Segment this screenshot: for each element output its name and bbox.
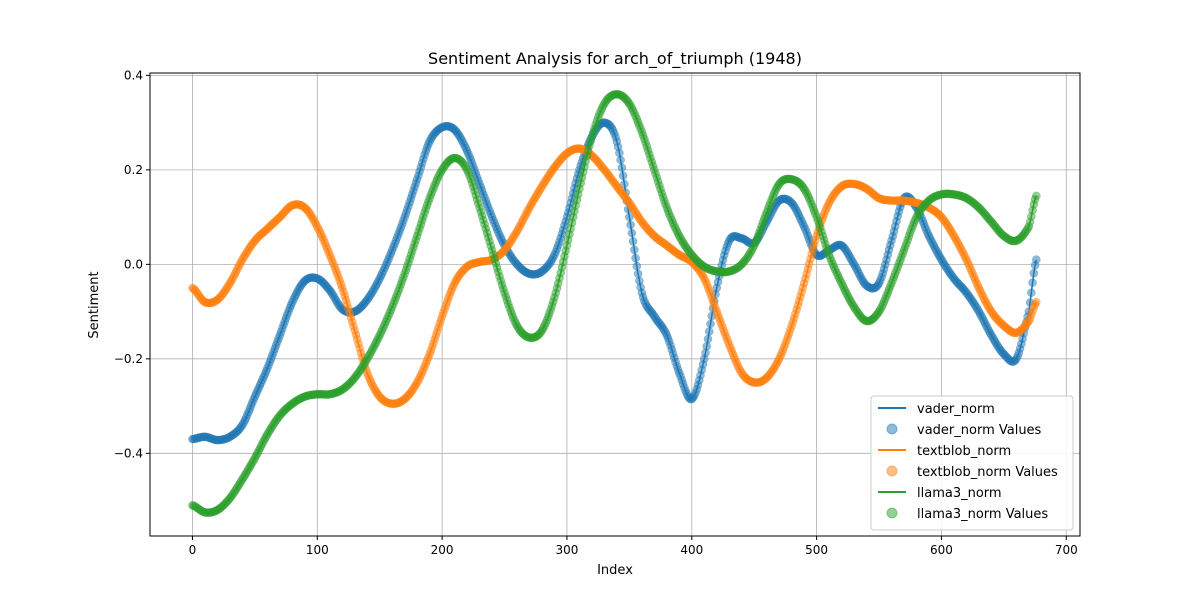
legend: vader_norm vader_norm Values textblob_norm…: [870, 395, 1074, 531]
x-tick-label: 500: [805, 543, 828, 557]
vader_norm-value-point: [626, 220, 635, 230]
legend-label: textblob_norm Values: [917, 465, 1058, 480]
vader_norm-value-point: [631, 253, 640, 263]
vader_norm-value-point: [630, 245, 639, 255]
vader_norm-value-point: [703, 334, 713, 344]
y-tick-label: −0.2: [114, 352, 143, 366]
vader_norm-value-point: [628, 237, 638, 246]
series-layer: [188, 90, 1041, 517]
vader_norm-value-point: [705, 327, 714, 336]
y-tick-label: 0.0: [124, 257, 143, 271]
y-tick-label: 0.4: [124, 68, 143, 82]
chart-title: Sentiment Analysis for arch_of_triumph (…: [428, 49, 802, 69]
x-tick-label: 100: [306, 543, 329, 557]
legend-label: textblob_norm: [917, 444, 1011, 459]
x-tick-label: 300: [555, 543, 578, 557]
x-tick-label: 0: [189, 543, 197, 557]
tick-layer: 0 100 200 300 400 500 600 700 −0.4 −0.2 0.0 0.2 0.4: [114, 68, 1078, 557]
vader_norm-value-point: [627, 228, 637, 238]
vader_norm-value-point: [616, 155, 625, 165]
legend-marker-swatch: [886, 465, 898, 477]
vader_norm-value-point: [1028, 278, 1037, 287]
legend-box: [870, 395, 1074, 531]
vader_norm-series: [188, 118, 1041, 445]
legend-label: llama3_norm: [917, 486, 1002, 501]
vader_norm-value-point: [618, 171, 628, 181]
llama3_norm-series: [188, 90, 1041, 517]
vader_norm-value-point: [1027, 288, 1036, 297]
x-tick-label: 700: [1055, 543, 1078, 557]
vader_norm-value-point: [1029, 269, 1039, 278]
legend-marker-swatch: [886, 507, 898, 519]
legend-label: vader_norm Values: [917, 423, 1042, 438]
vader_norm-value-point: [706, 319, 715, 329]
textblob_norm-series: [188, 144, 1041, 409]
x-axis-label: Index: [597, 563, 633, 578]
x-tick-label: 600: [930, 543, 953, 557]
legend-label: llama3_norm Values: [917, 507, 1048, 522]
y-axis-label: Sentiment: [87, 271, 102, 338]
vader_norm-value-point: [1032, 255, 1041, 264]
x-tick-label: 400: [680, 543, 703, 557]
vader_norm-value-point: [633, 269, 643, 279]
vader_norm-value-point: [702, 342, 711, 351]
y-tick-label: 0.2: [124, 163, 143, 177]
legend-label: vader_norm: [917, 402, 995, 417]
vader_norm-value-point: [615, 148, 624, 158]
x-tick-label: 200: [431, 543, 454, 557]
vader_norm-value-point: [617, 163, 627, 172]
legend-marker-swatch: [886, 423, 898, 435]
textblob_norm-value-point: [1032, 297, 1041, 307]
vader_norm-value-point: [632, 261, 642, 271]
llama3_norm-value-point: [1032, 191, 1041, 201]
plot-frame: [149, 72, 1081, 537]
y-tick-label: −0.4: [114, 446, 143, 460]
